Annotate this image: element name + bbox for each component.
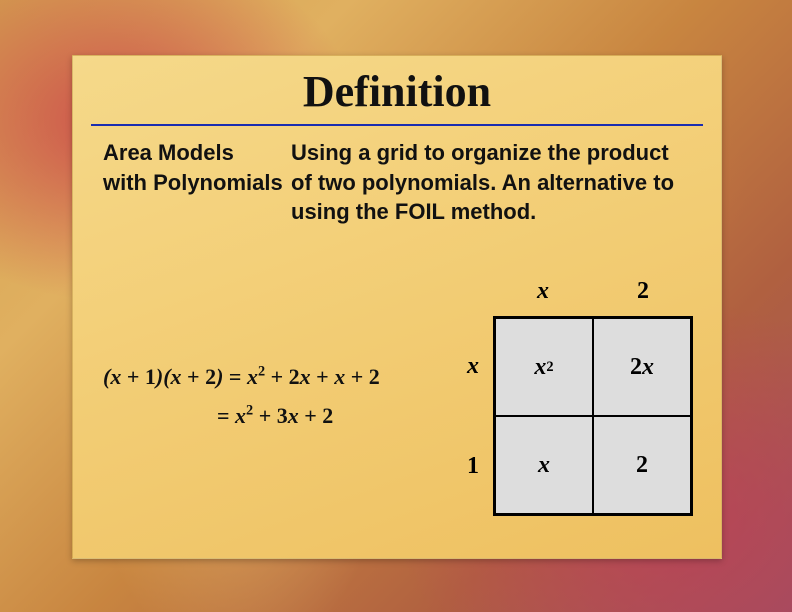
equation-line-2: = x2 + 3x + 2	[103, 398, 443, 433]
term-description: Using a grid to organize the product of …	[291, 138, 691, 227]
row-header-1: x	[443, 316, 489, 416]
worked-equation: (x + 1)(x + 2) = x2 + 2x + x + 2 = x2 + …	[103, 359, 443, 433]
row-header-2: 1	[443, 416, 489, 516]
background-abstract: Definition Area Models with Polynomials …	[0, 0, 792, 612]
card-title: Definition	[73, 66, 721, 117]
col-header-2: 2	[593, 278, 693, 312]
cell-0-1: 2x	[593, 318, 691, 416]
area-model-col-headers: x 2	[493, 278, 693, 312]
equation-line-1: (x + 1)(x + 2) = x2 + 2x + x + 2	[103, 359, 443, 394]
cell-1-1: 2	[593, 416, 691, 514]
area-model-grid: x2 2x x 2	[493, 316, 693, 516]
term-label: Area Models with Polynomials	[103, 138, 283, 197]
definition-card: Definition Area Models with Polynomials …	[72, 55, 722, 559]
cell-0-0: x2	[495, 318, 593, 416]
col-header-1: x	[493, 278, 593, 312]
area-model-row-headers: x 1	[443, 316, 489, 516]
title-rule	[91, 124, 703, 126]
cell-1-0: x	[495, 416, 593, 514]
